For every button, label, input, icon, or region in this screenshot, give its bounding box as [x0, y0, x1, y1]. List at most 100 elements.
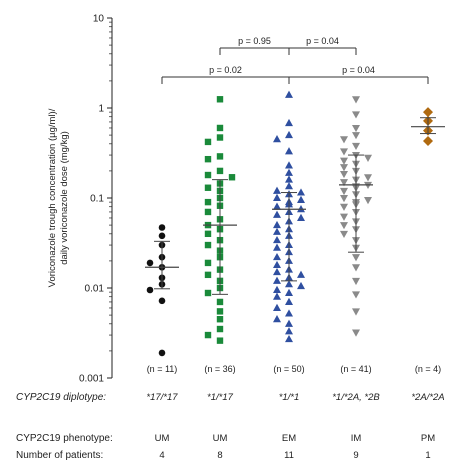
diplotype-cell: *1/*17 — [207, 392, 234, 403]
point-circle — [146, 286, 154, 294]
diplotype-row-label: CYP2C19 diplotype: — [16, 392, 106, 403]
patients-cell: 4 — [159, 450, 164, 461]
p-value-label: p = 0.04 — [342, 65, 375, 75]
point-triangle-up — [273, 285, 281, 294]
summary-bars: (n = 11) (n = 36) (n = 50) (n = 41) (n = 4) — [145, 117, 445, 374]
point-triangle-down — [352, 254, 360, 262]
point-square — [216, 96, 224, 103]
point-square — [216, 308, 224, 315]
point-square — [204, 331, 212, 339]
patients-cell: 11 — [284, 450, 294, 461]
point-triangle-down — [352, 291, 360, 299]
point-triangle-down — [340, 195, 348, 203]
point-triangle-up — [273, 186, 281, 194]
summary-1: (n = 36) — [203, 179, 237, 374]
n-label: (n = 50) — [273, 364, 304, 374]
significance-bracket: p = 0.02 — [161, 65, 290, 84]
n-label: (n = 4) — [415, 364, 441, 374]
y-tick-label: 0.01 — [85, 284, 105, 295]
point-square — [204, 155, 212, 163]
significance-bracket: p = 0.04 — [288, 65, 429, 84]
point-square — [216, 298, 224, 306]
point-triangle-up — [297, 195, 305, 204]
axes: 10 1 0.1 0.01 0.001 Voriconazole trough conce… — [47, 14, 113, 385]
point-square — [204, 271, 212, 279]
point-triangle-up — [273, 202, 281, 210]
point-triangle-down — [364, 154, 372, 162]
point-triangle-down — [352, 264, 360, 272]
point-circle — [158, 232, 166, 240]
point-triangle-up — [285, 168, 293, 176]
point-triangle-up — [297, 188, 305, 196]
point-triangle-down — [340, 187, 348, 196]
data-points — [146, 90, 433, 357]
point-triangle-up — [273, 210, 281, 218]
point-triangle-down — [352, 277, 360, 286]
phenotype-cell: UM — [155, 433, 170, 444]
point-triangle-down — [340, 136, 348, 144]
point-triangle-up — [285, 161, 293, 169]
point-square — [204, 138, 212, 146]
point-triangle-up — [273, 276, 281, 284]
n-label: (n = 41) — [340, 364, 371, 374]
point-triangle-up — [285, 288, 293, 296]
point-triangle-down — [340, 157, 348, 165]
diplotype-cell: *1/*1 — [279, 392, 300, 403]
point-triangle-up — [273, 303, 281, 311]
n-label: (n = 36) — [204, 364, 235, 374]
point-square — [228, 174, 236, 181]
diplotype-cell: *17/*17 — [146, 392, 178, 403]
point-triangle-down — [352, 96, 360, 104]
summary-4: (n = 4) — [411, 117, 445, 374]
point-triangle-down — [340, 148, 348, 156]
point-triangle-up — [285, 175, 293, 183]
summary-0: (n = 11) — [145, 240, 179, 374]
point-triangle-up — [285, 90, 293, 98]
summary-2: (n = 50) — [272, 192, 306, 374]
y-axis-title-line2: daily voriconazole dose (mg/kg) — [59, 131, 70, 265]
diplotype-cell: *1/*2A, *2B — [332, 392, 380, 403]
point-square — [204, 171, 212, 179]
phenotype-cell: IM — [351, 433, 362, 444]
point-triangle-up — [297, 270, 305, 278]
point-triangle-up — [285, 147, 293, 155]
patients-cell: 8 — [217, 450, 222, 461]
significance-bracket: p = 0.95 — [219, 36, 290, 55]
point-square — [216, 167, 224, 175]
point-circle — [158, 297, 166, 305]
p-value-label: p = 0.95 — [238, 36, 271, 46]
point-square — [204, 198, 212, 206]
point-circle — [146, 259, 154, 267]
point-triangle-up — [273, 315, 281, 323]
y-axis-title-line1: Voriconazole trough concentration (µg/ml… — [47, 108, 58, 287]
point-square — [216, 337, 224, 344]
patients-cell: 9 — [353, 450, 358, 461]
point-triangle-down — [364, 174, 372, 182]
y-axis-title: Voriconazole trough concentration (µg/ml… — [47, 108, 70, 287]
point-triangle-up — [297, 213, 305, 221]
point-triangle-up — [273, 267, 281, 276]
point-triangle-down — [340, 179, 348, 187]
point-triangle-up — [285, 130, 293, 139]
point-square — [216, 153, 224, 160]
point-circle — [158, 349, 166, 357]
significance-brackets: p = 0.95 p = 0.04 p = 0.02 p = 0.04 — [161, 36, 429, 84]
y-tick-label: 1 — [98, 104, 104, 115]
point-triangle-down — [352, 308, 360, 316]
point-triangle-up — [285, 280, 293, 288]
point-square — [204, 184, 212, 191]
point-triangle-up — [285, 327, 293, 335]
point-triangle-down — [340, 164, 348, 172]
patients-cell: 1 — [425, 450, 430, 461]
n-label: (n = 11) — [147, 364, 178, 374]
point-triangle-down — [352, 142, 360, 151]
point-triangle-down — [340, 213, 348, 221]
point-diamond — [423, 135, 433, 146]
point-square — [204, 241, 212, 249]
point-square — [216, 325, 224, 333]
point-circle — [158, 224, 166, 231]
point-triangle-up — [285, 182, 293, 190]
point-triangle-up — [273, 220, 281, 229]
point-triangle-down — [352, 329, 360, 337]
point-square — [216, 124, 224, 132]
